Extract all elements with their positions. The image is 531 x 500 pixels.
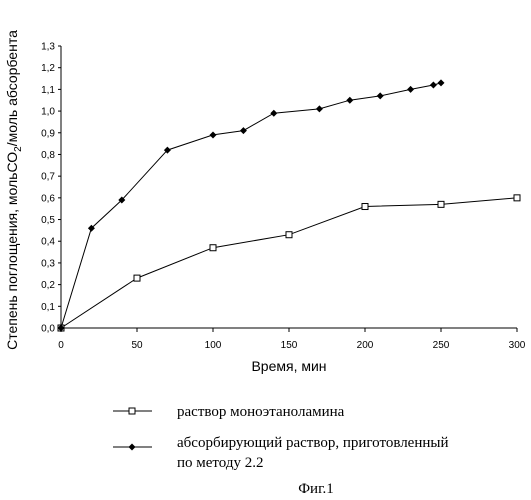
y-tick-label: 0,3 bbox=[41, 258, 55, 269]
legend-label-monoethanolamine: раствор моноэтаноламина bbox=[177, 404, 345, 420]
series-monoethanolamine bbox=[58, 195, 520, 331]
y-tick-label: 0,5 bbox=[41, 215, 55, 226]
data-point bbox=[270, 110, 277, 117]
legend-swatch-absorbing-solution bbox=[113, 444, 152, 451]
data-point bbox=[438, 79, 445, 86]
data-point bbox=[134, 275, 140, 281]
y-tick-label: 0,1 bbox=[41, 302, 55, 313]
x-tick-label: 200 bbox=[357, 340, 374, 351]
x-tick-label: 100 bbox=[205, 340, 222, 351]
y-tick-label: 0,9 bbox=[41, 128, 55, 139]
y-tick-label: 0,6 bbox=[41, 193, 55, 204]
series-line bbox=[61, 198, 517, 328]
x-axis-title: Время, мин bbox=[251, 358, 326, 374]
x-tick-label: 250 bbox=[433, 340, 450, 351]
y-tick-label: 1,3 bbox=[41, 42, 55, 53]
data-point bbox=[210, 131, 217, 138]
data-point bbox=[377, 92, 384, 99]
y-tick-labels: 0,0 0,1 0,2 0,3 0,4 0,5 0,6 0,7 0,8 0,9 1,0 1,1 1,2 1… bbox=[41, 42, 55, 335]
x-tick-label: 50 bbox=[131, 340, 143, 351]
data-point bbox=[438, 201, 444, 207]
series-layer bbox=[58, 79, 521, 331]
x-tick-label: 150 bbox=[281, 340, 298, 351]
legend-label-absorbing-solution-line1: абсорбирующий раствор, приготовленный bbox=[177, 435, 449, 451]
data-point bbox=[430, 82, 437, 89]
axes bbox=[58, 46, 517, 332]
x-tick-labels: 0 50 100 150 200 250 300 bbox=[58, 340, 526, 351]
legend: раствор моноэтаноламина абсорбирующий ра… bbox=[113, 404, 449, 471]
legend-swatch-monoethanolamine bbox=[113, 408, 152, 414]
data-point bbox=[362, 204, 368, 210]
y-axis-title: Степень поглощения, мольСО2/моль абсорбе… bbox=[4, 30, 24, 350]
y-tick-label: 0,2 bbox=[41, 280, 55, 291]
data-point bbox=[240, 127, 247, 134]
y-tick-label: 1,2 bbox=[41, 63, 55, 74]
series-line bbox=[61, 83, 441, 328]
data-point bbox=[514, 195, 520, 201]
figure-caption: Фиг.1 bbox=[298, 481, 334, 497]
y-tick-label: 0,7 bbox=[41, 172, 55, 183]
x-tick-label: 300 bbox=[509, 340, 526, 351]
data-point bbox=[407, 86, 414, 93]
legend-label-absorbing-solution-line2: по методу 2.2 bbox=[177, 455, 263, 471]
data-point bbox=[286, 232, 292, 238]
data-point bbox=[316, 105, 323, 112]
data-point bbox=[346, 97, 353, 104]
data-point bbox=[210, 245, 216, 251]
y-tick-label: 1,1 bbox=[41, 85, 55, 96]
y-tick-label: 0,8 bbox=[41, 150, 55, 161]
x-tick-label: 0 bbox=[58, 340, 64, 351]
y-tick-label: 0,4 bbox=[41, 237, 55, 248]
y-tick-label: 1,0 bbox=[41, 107, 55, 118]
y-tick-label: 0,0 bbox=[41, 324, 55, 335]
